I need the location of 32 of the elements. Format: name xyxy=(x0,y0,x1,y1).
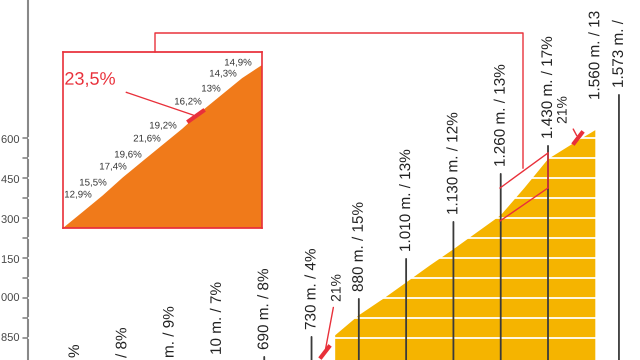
text: 1.573 m. / xyxy=(612,20,624,87)
annotation: 15,5% xyxy=(80,178,106,187)
annotation: 1.430 m. / 17% xyxy=(540,36,552,138)
annotation: 1.130 m. / 12% xyxy=(446,112,458,214)
annotation: 19,6% xyxy=(114,150,142,159)
text: 21% xyxy=(556,96,567,124)
annotation: 880 m. / 15% xyxy=(352,202,363,292)
annotation: 730 m. / 4% xyxy=(304,249,316,330)
annotation: 21,6% xyxy=(134,134,160,143)
annotation: 17,4% xyxy=(100,162,126,171)
annotation: 14,3% xyxy=(210,70,236,78)
text: 600 xyxy=(2,135,20,143)
annotation: 23,5% xyxy=(65,72,115,87)
text: 450 xyxy=(1,175,20,183)
annotation: 12,9% xyxy=(64,190,92,199)
annotation: 690 m. / 8% xyxy=(257,269,268,350)
annotation: 19,2% xyxy=(150,122,176,130)
annotation: 13% xyxy=(202,84,220,92)
text: % xyxy=(68,344,80,358)
annotation: 14,9% xyxy=(224,58,252,67)
annotation: 21% xyxy=(330,274,341,302)
text: 1.560 m. / 13 xyxy=(588,11,600,99)
annotation: 1.010 m. / 13% xyxy=(399,150,410,251)
text: 000 xyxy=(1,293,20,301)
text: 300 xyxy=(1,215,20,223)
annotation: 1.260 m. / 13% xyxy=(494,64,505,166)
text: 850 xyxy=(1,333,20,341)
annotation: 16,2% xyxy=(174,98,202,106)
annotation: / 8% xyxy=(115,328,126,358)
annotation: m. / 9% xyxy=(162,306,174,357)
annotation: 10 m. / 7% xyxy=(210,282,222,354)
text: 150 xyxy=(2,255,20,263)
